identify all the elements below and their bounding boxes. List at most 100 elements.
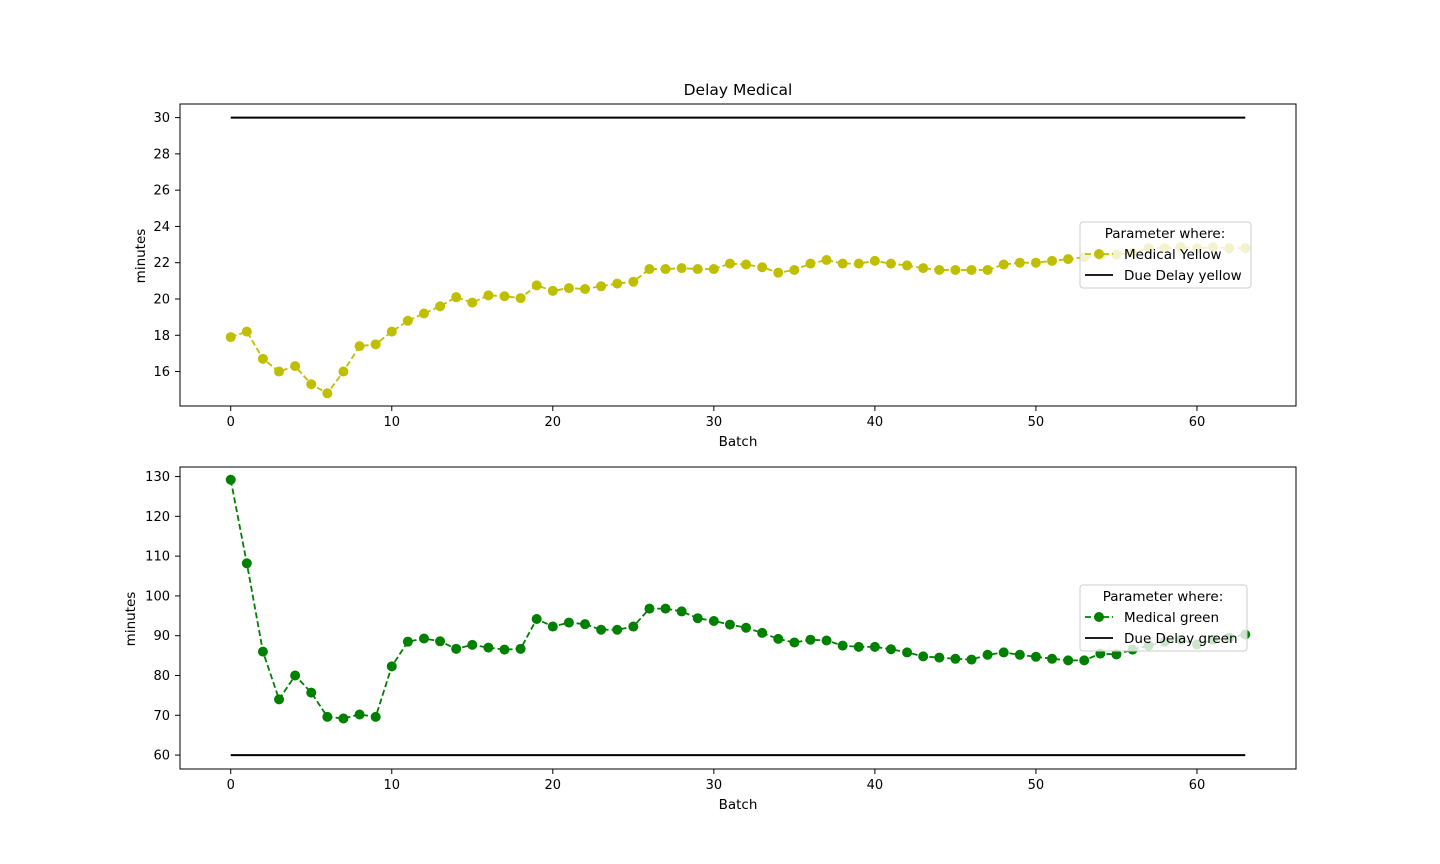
data-point (724, 619, 735, 630)
y-tick-label: 28 (153, 147, 170, 162)
plot-area-top: 0 10 20 30 40 50 60 16 18 20 22 24 26 28 30 (153, 103, 1297, 430)
data-point (660, 264, 671, 275)
data-point (724, 258, 735, 269)
data-point (1014, 649, 1025, 660)
data-point (998, 647, 1009, 658)
x-tick-label: 0 (227, 415, 235, 430)
legend-title: Parameter where: (1105, 226, 1226, 242)
data-point (499, 644, 510, 655)
legend-box (1079, 221, 1252, 289)
data-point (1014, 257, 1025, 268)
data-point (483, 642, 494, 653)
legend-label-medical-green: Medical green (1124, 610, 1219, 626)
data-point (902, 260, 913, 271)
data-point (1030, 651, 1041, 662)
data-point (628, 621, 639, 632)
y-tick-label: 100 (145, 589, 170, 604)
x-tick-label: 20 (545, 778, 562, 793)
data-point (418, 633, 429, 644)
chart-title: Delay Medical (684, 81, 793, 99)
data-point (1111, 649, 1122, 660)
legend-box (1079, 584, 1248, 652)
data-point (322, 711, 333, 722)
data-point (950, 653, 961, 664)
x-tick-label: 50 (1028, 415, 1045, 430)
data-point (306, 687, 317, 698)
legend-label-due-delay-green: Due Delay green (1124, 631, 1238, 647)
data-point (805, 634, 816, 645)
x-axis-label: Batch (719, 797, 758, 813)
legend-label-medical-yellow: Medical Yellow (1124, 247, 1222, 263)
y-tick-label: 30 (153, 111, 170, 126)
data-point (628, 276, 639, 287)
data-point (789, 264, 800, 275)
data-point (225, 332, 236, 343)
data-point (386, 326, 397, 337)
data-point (354, 709, 365, 720)
data-point (918, 263, 929, 274)
legend-bottom: Parameter where: Medical green Due Delay… (1079, 584, 1248, 652)
data-point (934, 264, 945, 275)
data-point (644, 264, 655, 275)
legend-title: Parameter where: (1103, 589, 1224, 605)
x-tick-label: 20 (545, 415, 562, 430)
y-tick-label: 120 (145, 510, 170, 525)
y-tick-label: 22 (153, 256, 170, 271)
data-point (676, 263, 687, 274)
data-point (596, 624, 607, 635)
data-point (660, 603, 671, 614)
data-point (257, 646, 268, 657)
data-point (290, 361, 301, 372)
data-point (1047, 255, 1058, 266)
x-tick-label: 60 (1189, 415, 1206, 430)
data-point (1047, 653, 1058, 664)
data-point (515, 293, 526, 304)
data-point (467, 297, 478, 308)
plot-frame (179, 466, 1297, 770)
data-point (563, 617, 574, 628)
data-point (982, 264, 993, 275)
data-point (918, 651, 929, 662)
data-point (869, 641, 880, 652)
legend-top: Parameter where: Medical Yellow Due Dela… (1079, 221, 1252, 289)
data-point (998, 259, 1009, 270)
data-point (612, 624, 623, 635)
data-point (338, 713, 349, 724)
data-point (467, 639, 478, 650)
data-point (902, 647, 913, 658)
x-tick-label: 30 (706, 778, 723, 793)
data-point (322, 388, 333, 399)
data-point (741, 259, 752, 270)
data-point (451, 643, 462, 654)
data-point (757, 627, 768, 638)
data-point (274, 366, 285, 377)
plot-frame (179, 103, 1297, 407)
data-point (435, 301, 446, 312)
data-point (692, 264, 703, 275)
data-point (274, 694, 285, 705)
data-point (386, 661, 397, 672)
data-point (1063, 655, 1074, 666)
data-point (966, 264, 977, 275)
data-point (499, 291, 510, 302)
data-point (547, 285, 558, 296)
data-point (1079, 655, 1090, 666)
data-point (531, 280, 542, 291)
y-tick-label: 60 (153, 749, 170, 764)
data-point (708, 264, 719, 275)
data-point (563, 283, 574, 294)
series-line-medical-green (229, 479, 1246, 720)
data-point (402, 315, 413, 326)
x-axis-label: Batch (719, 434, 758, 450)
data-point (885, 644, 896, 655)
data-point (821, 254, 832, 265)
x-tick-label: 60 (1189, 778, 1206, 793)
data-point (885, 258, 896, 269)
x-tick-label: 30 (706, 415, 723, 430)
data-point (402, 636, 413, 647)
data-point (692, 613, 703, 624)
y-tick-label: 80 (153, 669, 170, 684)
data-point (982, 649, 993, 660)
data-point (934, 652, 945, 663)
